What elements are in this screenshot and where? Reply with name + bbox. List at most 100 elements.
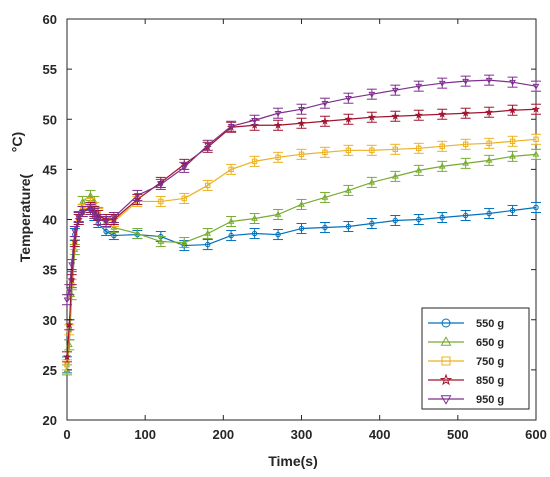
data-point-marker — [79, 209, 87, 216]
data-point-marker — [392, 217, 398, 224]
data-point-marker — [228, 232, 234, 239]
legend-item-750g: 750 g — [428, 356, 504, 368]
y-tick-label: 50 — [43, 112, 57, 127]
data-point-marker — [345, 186, 352, 193]
data-point-marker — [87, 207, 94, 214]
data-point-marker — [462, 159, 470, 166]
legend-label: 950 g — [476, 394, 504, 406]
error-bar — [319, 146, 330, 158]
data-point-marker — [461, 108, 470, 117]
data-point-marker — [133, 193, 141, 200]
error-bar — [296, 148, 307, 160]
error-bar — [343, 144, 354, 156]
data-point-marker — [415, 83, 423, 90]
y-tick-label: 40 — [43, 213, 57, 228]
error-bar — [179, 192, 190, 204]
data-point-marker — [297, 118, 306, 127]
legend-label: 550 g — [476, 318, 504, 330]
data-point-marker — [87, 191, 94, 198]
legend-label: 850 g — [476, 375, 504, 387]
data-point-marker — [345, 147, 352, 154]
data-point-marker — [415, 166, 423, 173]
legend-marker — [439, 373, 453, 386]
data-point-marker — [439, 214, 445, 221]
error-bar — [507, 135, 518, 147]
legend-item-650g: 650 g — [428, 336, 504, 349]
legend-marker — [440, 336, 452, 346]
data-point-marker — [416, 216, 422, 223]
data-point-marker — [180, 165, 188, 172]
data-point-marker — [486, 140, 492, 147]
error-bar — [155, 195, 166, 207]
x-tick-label: 600 — [525, 427, 547, 442]
error-bar — [390, 143, 401, 155]
data-point-marker — [298, 151, 305, 158]
data-point-marker — [68, 262, 76, 269]
data-point-marker — [320, 116, 330, 125]
error-bar — [437, 211, 448, 224]
data-point-marker — [110, 215, 118, 222]
error-bar — [296, 223, 307, 235]
error-bar — [249, 155, 260, 167]
data-point-marker — [227, 217, 235, 224]
data-point-marker — [509, 79, 516, 86]
data-point-marker — [533, 204, 539, 211]
data-point-marker — [322, 224, 328, 231]
error-bar — [390, 214, 401, 227]
legend-item-850g: 850 g — [428, 373, 504, 387]
data-point-marker — [486, 210, 492, 217]
y-tick-label: 55 — [43, 62, 57, 77]
data-point-marker — [250, 120, 259, 129]
data-point-marker — [345, 95, 352, 102]
data-point-marker — [321, 193, 329, 200]
error-bar — [484, 137, 495, 149]
data-point-marker — [111, 232, 117, 239]
data-point-marker — [369, 220, 375, 227]
data-point-marker — [438, 109, 447, 118]
data-point-marker — [369, 147, 375, 154]
x-tick-label: 400 — [369, 427, 391, 442]
data-point-marker — [275, 154, 281, 161]
error-bar — [366, 144, 377, 156]
data-point-marker — [462, 212, 469, 219]
data-point-marker — [322, 149, 328, 156]
data-point-marker — [273, 120, 283, 129]
data-point-marker — [274, 210, 282, 217]
y-tick-label: 20 — [43, 413, 57, 428]
data-point-marker — [509, 138, 516, 145]
error-bar — [437, 140, 448, 152]
data-point-marker — [133, 229, 141, 236]
error-bar — [413, 142, 424, 154]
data-point-marker — [344, 114, 353, 123]
data-point-marker — [345, 223, 352, 230]
error-bar — [507, 204, 518, 216]
data-point-marker — [509, 207, 516, 214]
error-bar — [531, 133, 541, 145]
data-point-marker — [462, 141, 469, 148]
data-point-marker — [205, 182, 211, 189]
data-point-marker — [298, 225, 305, 232]
y-axis-title: Temperature( — [17, 173, 33, 262]
data-point-marker — [416, 145, 422, 152]
data-point-marker — [391, 87, 399, 94]
data-point-marker — [228, 166, 234, 173]
data-point-marker — [438, 80, 446, 87]
error-bar — [226, 230, 237, 242]
legend-marker — [441, 318, 451, 328]
data-point-marker — [251, 230, 258, 237]
data-point-marker — [94, 217, 102, 224]
data-point-marker — [110, 223, 118, 230]
data-point-marker — [251, 214, 258, 221]
y-tick-label: 60 — [43, 12, 57, 27]
data-point-marker — [102, 219, 110, 226]
data-point-marker — [532, 83, 540, 90]
data-point-marker — [533, 136, 539, 143]
y-tick-label: 45 — [43, 162, 57, 177]
data-point-marker — [75, 215, 83, 222]
data-point-marker — [414, 110, 423, 119]
data-point-marker — [251, 117, 258, 124]
data-point-marker — [251, 158, 258, 165]
x-tick-label: 500 — [447, 427, 469, 442]
data-point-marker — [63, 297, 71, 304]
data-point-marker — [79, 197, 87, 204]
